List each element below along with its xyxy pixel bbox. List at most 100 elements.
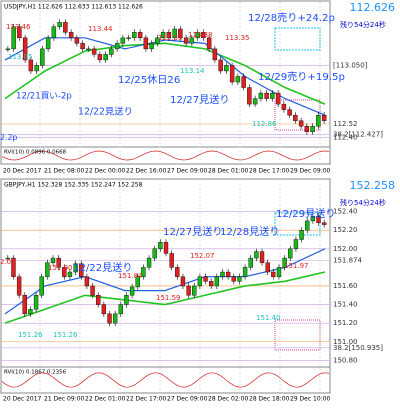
candle [141,267,146,277]
price-axis-label: 151.60 [333,282,358,290]
candle [86,48,91,51]
candle [91,48,97,55]
candle [51,26,57,39]
candle [80,43,85,50]
timer: 残り54分24秒 [340,20,386,29]
candle [149,43,154,50]
time-label: 28 Dec 18:00 [249,396,290,403]
candle [229,65,235,83]
candle [203,276,208,282]
candle [304,126,310,132]
candle [56,257,61,268]
current-price: 112.626 [350,1,396,14]
price-axis-label: [113.050] [333,61,368,69]
candle [214,276,220,287]
timer: 残り54分24秒 [340,198,386,207]
candle [22,37,28,61]
price-axis-label: 112.40 [333,133,358,141]
price-axis-label: 152.00 [333,245,358,253]
time-label: 21 Dec 08:00 [44,168,85,175]
candle [235,76,241,83]
price-axis-label: 38.2[150.935] [333,344,383,352]
candle [242,267,248,277]
candle [67,271,73,277]
annotation: 12/25休日26 [118,74,180,86]
price-axis-label: 152.40 [333,208,358,216]
price-axis-label: 150.80 [333,356,358,364]
candle [252,98,258,105]
candle [166,32,172,39]
candle [218,59,223,72]
candle [281,103,287,110]
indicator-line [1,372,330,388]
annotation: 12/29売り+19.5p [258,70,345,83]
candle [11,257,16,277]
candle [28,59,34,72]
candle [321,114,327,121]
candle [40,48,45,66]
candle [63,22,68,33]
candle [107,313,112,324]
candle [305,220,310,231]
time-label: 28 Dec 02:00 [208,396,249,403]
moving-average [4,271,326,324]
time-label: 29 Dec 09:00 [290,168,331,175]
high-label: 113.44 [88,25,113,33]
candle [163,242,169,254]
candle [135,276,140,288]
chart-header: GBPJPY,H1 152.328 152.335 152.247 152.25… [4,182,143,189]
candle [316,216,321,223]
candle [195,32,200,39]
candle [73,263,78,273]
low-label: 113.14 [180,67,205,75]
time-label: 27 Dec 09:00 [167,396,208,403]
candle [180,276,186,287]
moving-average [4,248,326,315]
high-label: 151.97 [284,262,309,270]
candle [120,37,126,44]
time-label: 28 Dec 01:00 [208,168,249,175]
indicator-line [1,150,330,161]
candle [321,222,327,225]
candle [79,263,84,277]
candle [17,26,22,39]
indicator-label: RVI(10) 0.0896 0.0668 [4,150,67,156]
candle [74,37,80,44]
candle [101,304,107,315]
candle [310,126,315,132]
candle [132,32,137,39]
candle [264,92,269,99]
time-label: 29 Dec 10:00 [290,396,331,403]
time-label: 22 Dec 01:00 [85,396,126,403]
candle [175,267,180,277]
candle [183,37,189,44]
candle [129,286,135,296]
candle [310,216,316,222]
price-axis-label: 112.52 [333,120,358,128]
low-label: 151.26 [18,331,43,339]
candle [50,257,56,263]
annotation: 2.2p [0,133,17,142]
time-label: 20 Dec 2017 [3,168,42,175]
high-label: 151.84 [118,272,143,280]
candle [5,257,11,260]
candle [201,32,206,39]
candle [258,92,264,99]
candle [124,295,129,305]
high-label: 113.35 [225,34,250,42]
candle [259,251,265,263]
zone-box [274,319,321,351]
candle [293,239,299,249]
price-axis-label: 151.20 [333,319,358,327]
candle [270,92,275,99]
candle [316,114,321,127]
candle [118,304,123,315]
candle [247,87,252,105]
candle [299,229,304,240]
candle [33,295,39,310]
high-label: 151.90 [48,264,73,272]
candle [97,54,103,61]
candle [152,248,157,259]
chart-frame [0,0,331,165]
